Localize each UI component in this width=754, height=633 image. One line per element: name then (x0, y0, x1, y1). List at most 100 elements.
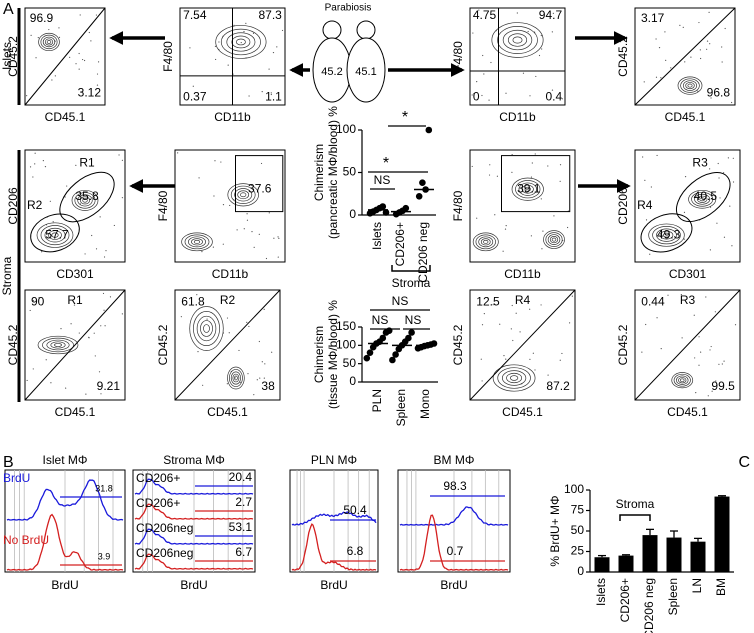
event-dot (261, 91, 263, 93)
contour (79, 196, 91, 205)
event-dot (214, 160, 216, 162)
event-dot (263, 377, 265, 379)
significance-label: NS (372, 313, 389, 327)
event-dot (35, 57, 37, 59)
contour (196, 315, 217, 342)
event-dot (272, 51, 275, 54)
panel-label: B (3, 454, 14, 471)
y-axis-label: (pancreatic MΦ/blood) % (326, 106, 340, 239)
event-dot (540, 34, 542, 37)
mouse-head (356, 20, 376, 40)
event-dot (515, 312, 517, 314)
event-dot (494, 214, 496, 216)
data-point (379, 203, 387, 210)
event-dot (473, 93, 475, 95)
bar (666, 537, 682, 572)
gate-value: 94.7 (539, 8, 563, 22)
contour (497, 367, 531, 389)
event-dot (715, 380, 717, 382)
event-dot (220, 161, 222, 163)
x-tick-label: PLN (370, 389, 384, 412)
event-dot (714, 311, 716, 313)
event-dot (721, 363, 723, 365)
event-dot (51, 79, 53, 81)
event-dot (710, 97, 712, 99)
panel-label: A (3, 1, 14, 18)
group-label: Stroma (392, 276, 431, 290)
contour (480, 238, 491, 246)
event-dot (54, 75, 56, 77)
gate-value: 53.1 (229, 520, 253, 534)
x-axis-label: BrdU (440, 578, 467, 592)
event-dot (260, 162, 263, 165)
event-dot (95, 248, 98, 250)
event-dot (644, 179, 646, 182)
event-dot (75, 63, 77, 65)
event-dot (97, 61, 100, 63)
event-dot (78, 52, 80, 55)
contour (518, 182, 537, 196)
contour (515, 180, 541, 199)
data-point (363, 354, 371, 362)
event-dot (492, 304, 494, 306)
contour (662, 232, 671, 238)
y-tick-label: 50 (343, 356, 357, 370)
event-dot (66, 185, 68, 187)
event-dot (105, 250, 107, 252)
contour (699, 197, 706, 202)
event-dot (729, 205, 731, 207)
event-dot (561, 352, 563, 355)
event-dot (499, 323, 501, 325)
contour (478, 236, 494, 248)
x-axis-label: CD45.1 (502, 405, 543, 419)
gate-label: R1 (67, 293, 83, 307)
event-dot (667, 294, 669, 296)
event-dot (228, 332, 230, 334)
event-dot (718, 363, 720, 365)
event-dot (483, 313, 485, 315)
event-dot (680, 293, 682, 296)
contour (232, 373, 240, 383)
event-dot (727, 157, 729, 159)
contour (200, 320, 213, 337)
event-dot (684, 61, 686, 63)
x-axis-label: CD301 (669, 267, 707, 281)
contour (694, 193, 711, 205)
y-axis-label: F4/80 (451, 41, 465, 72)
event-dot (716, 222, 718, 224)
histogram-curve (399, 506, 509, 526)
event-dot (656, 317, 658, 319)
event-dot (655, 76, 658, 78)
event-dot (708, 11, 710, 13)
contour (687, 83, 693, 88)
significance-label: * (383, 155, 389, 172)
event-dot (79, 14, 81, 16)
event-dot (243, 31, 245, 33)
event-dot (709, 43, 711, 45)
data-point (366, 349, 374, 356)
event-dot (104, 325, 106, 327)
group-bracket (391, 265, 431, 272)
y-axis-label: CD45.2 (616, 36, 630, 77)
histogram-curve (291, 523, 377, 571)
contour (203, 324, 210, 333)
x-tick-label: Mono (418, 389, 432, 419)
event-dot (529, 358, 531, 360)
event-dot (198, 177, 200, 179)
gate-value: 0.37 (183, 89, 207, 103)
gate (235, 155, 284, 213)
gate (30, 213, 80, 253)
contour (48, 230, 62, 240)
gate-value: 38 (261, 379, 275, 393)
event-dot (707, 395, 709, 397)
data-point (402, 204, 410, 212)
event-dot (645, 219, 648, 221)
event-dot (481, 94, 483, 97)
event-dot (226, 317, 229, 319)
event-dot (547, 165, 549, 167)
diagonal (174, 289, 281, 401)
event-dot (189, 47, 191, 49)
event-dot (206, 318, 208, 320)
event-dot (530, 176, 533, 178)
contour (44, 38, 54, 46)
